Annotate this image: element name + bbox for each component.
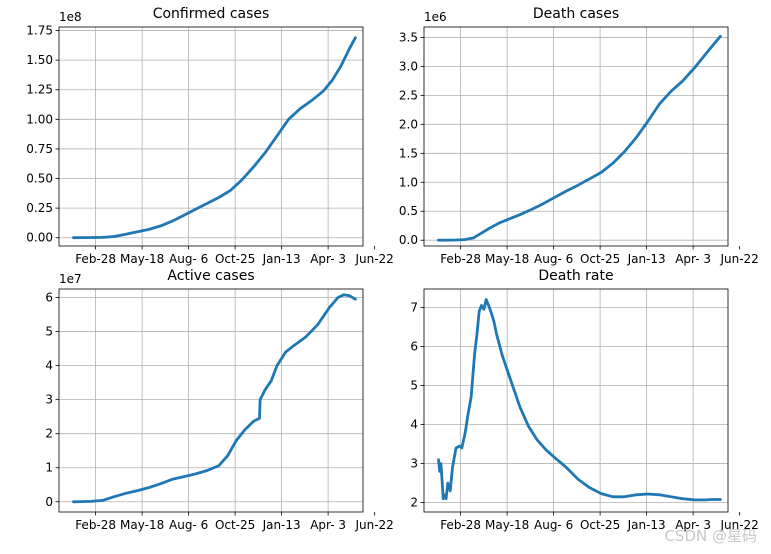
x-tick-label: Feb-28 [75, 252, 116, 266]
y-tick-label: 0.25 [26, 201, 53, 215]
x-tick-label: Oct-25 [215, 518, 255, 532]
subplot-3: Feb-28 May-18 Aug- 6 Oct-25 Jan-13 Apr- 3 Jun-… [45, 268, 393, 532]
y-tick-label: 1.75 [26, 24, 53, 38]
y-tick-label: 5 [410, 378, 418, 392]
axis-offset-label: 1e6 [424, 10, 447, 24]
subplot-title: Confirmed cases [153, 6, 270, 22]
y-tick-label: 0.00 [26, 231, 53, 245]
x-tick-label: Apr- 3 [310, 518, 346, 532]
y-tick-label: 3 [410, 457, 418, 471]
x-tick-label: Feb-28 [440, 252, 481, 266]
axes-frame [423, 288, 729, 513]
y-tick-label: 7 [410, 300, 418, 314]
axes-frame [58, 288, 364, 513]
x-tick-label: Aug- 6 [169, 252, 208, 266]
y-tick-label: 0 [45, 495, 53, 509]
subplot-title: Death cases [533, 6, 619, 22]
x-tick-label: May-18 [120, 518, 164, 532]
axes-frame [58, 26, 364, 247]
axis-offset-label: 1e8 [59, 10, 82, 24]
x-tick-label: Jan-13 [262, 252, 301, 266]
x-tick-label: Jan-13 [627, 252, 666, 266]
series-line [72, 293, 357, 504]
x-tick-label: Feb-28 [75, 518, 116, 532]
y-tick-label: 2.5 [399, 88, 418, 102]
x-tick-label: Aug- 6 [169, 518, 208, 532]
subplot-title: Death rate [538, 268, 613, 284]
y-tick-label: 2.0 [399, 117, 418, 131]
x-tick-label: May-18 [485, 518, 529, 532]
subplot-1: Feb-28 May-18 Aug- 6 Oct-25 Jan-13 Apr- 3 Jun-… [26, 6, 394, 266]
x-tick-label: Jun-22 [719, 518, 758, 532]
x-tick-label: May-18 [120, 252, 164, 266]
subplot-4: Feb-28 May-18 Aug- 6 Oct-25 Jan-13 Apr- 3 Jun-… [410, 268, 758, 532]
x-tick-label: Aug- 6 [534, 252, 573, 266]
x-tick-label: Apr- 3 [675, 518, 711, 532]
y-tick-label: 3.0 [399, 59, 418, 73]
y-tick-label: 4 [410, 418, 418, 432]
y-tick-label: 5 [45, 325, 53, 339]
x-tick-label: Oct-25 [580, 252, 620, 266]
y-tick-label: 0.0 [399, 233, 418, 247]
y-tick-label: 1 [45, 461, 53, 475]
x-tick-label: Aug- 6 [534, 518, 573, 532]
y-tick-label: 1.5 [399, 146, 418, 160]
subplot-title: Active cases [167, 268, 254, 284]
x-tick-label: May-18 [485, 252, 529, 266]
x-tick-label: Jun-22 [354, 252, 393, 266]
axis-offset-label: 1e7 [59, 272, 82, 286]
x-tick-label: Jan-13 [627, 518, 666, 532]
series-line [437, 34, 722, 242]
y-tick-label: 1.50 [26, 53, 53, 67]
y-tick-label: 2 [45, 427, 53, 441]
subplot-2: Feb-28 May-18 Aug- 6 Oct-25 Jan-13 Apr- 3 Jun-… [399, 6, 759, 266]
y-tick-label: 3 [45, 393, 53, 407]
x-tick-label: Feb-28 [440, 518, 481, 532]
y-tick-label: 1.25 [26, 83, 53, 97]
x-tick-label: Jun-22 [719, 252, 758, 266]
x-tick-label: Oct-25 [215, 252, 255, 266]
y-tick-label: 1.0 [399, 175, 418, 189]
y-tick-label: 6 [410, 339, 418, 353]
y-tick-label: 3.5 [399, 30, 418, 44]
x-tick-label: Apr- 3 [675, 252, 711, 266]
watermark: CSDN @星码 [664, 527, 757, 545]
axes-frame [423, 26, 729, 247]
y-tick-label: 0.5 [399, 204, 418, 218]
x-tick-label: Oct-25 [580, 518, 620, 532]
x-tick-label: Jun-22 [354, 518, 393, 532]
y-tick-label: 1.00 [26, 112, 53, 126]
y-tick-label: 0.75 [26, 142, 53, 156]
x-tick-label: Apr- 3 [310, 252, 346, 266]
y-tick-label: 6 [45, 291, 53, 305]
x-tick-label: Jan-13 [262, 518, 301, 532]
y-tick-label: 4 [45, 359, 53, 373]
y-tick-label: 0.50 [26, 172, 53, 186]
y-tick-label: 2 [410, 496, 418, 510]
series-line [437, 298, 722, 502]
series-line [72, 36, 357, 240]
